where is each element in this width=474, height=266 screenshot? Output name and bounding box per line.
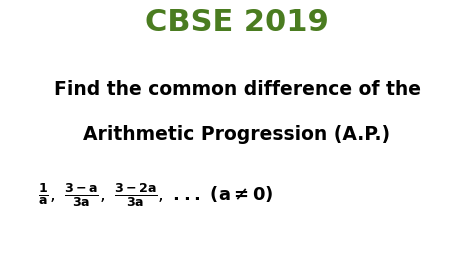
Text: CBSE 2019: CBSE 2019 [145,8,329,37]
Text: Find the common difference of the: Find the common difference of the [54,80,420,99]
Text: Arithmetic Progression (A.P.): Arithmetic Progression (A.P.) [83,125,391,144]
Text: $\mathbf{\frac{1}{a}},\ \mathbf{\frac{3-a}{3a}},\ \mathbf{\frac{3-2a}{3a}},\ \ma: $\mathbf{\frac{1}{a}},\ \mathbf{\frac{3-… [38,181,273,209]
